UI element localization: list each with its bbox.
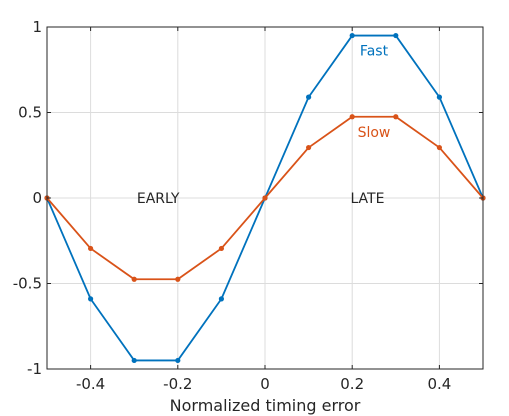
fast-series-label: Fast xyxy=(360,44,389,60)
slow-data-point xyxy=(306,144,312,151)
x-tick-label: 0.4 xyxy=(427,375,451,393)
y-tick-label: -0.5 xyxy=(13,275,42,293)
y-tick-label: -1 xyxy=(27,360,42,378)
ticks xyxy=(47,26,483,370)
early-annotation: EARLY xyxy=(137,191,180,207)
slow-data-point xyxy=(175,276,181,282)
x-tick-label: 0 xyxy=(260,375,270,393)
slow-data-point xyxy=(262,195,268,201)
late-annotation: LATE xyxy=(350,191,384,207)
fast-data-point xyxy=(175,357,181,364)
x-tick-label: -0.2 xyxy=(163,375,192,393)
y-tick-label: 1 xyxy=(32,18,42,36)
slow-data-point xyxy=(218,245,224,252)
fast-data-point xyxy=(349,32,355,39)
x-tick-label: -0.4 xyxy=(76,375,105,393)
annotations: EARLY LATE xyxy=(137,191,385,207)
fast-data-point xyxy=(393,32,399,39)
fast-data-point xyxy=(306,94,312,100)
slow-data-point xyxy=(349,114,355,120)
fast-data-point xyxy=(436,94,442,100)
labels: -0.4 -0.2 0 0.2 0.4 -1 -0.5 0 0.5 1 xyxy=(13,18,452,393)
fast-data-point xyxy=(131,357,137,364)
fast-data-point xyxy=(218,296,224,302)
slow-series-label: Slow xyxy=(358,125,391,141)
slow-data-point xyxy=(131,276,137,282)
x-axis-label: Normalized timing error xyxy=(170,396,361,415)
series-layer: Fast Slow xyxy=(44,32,486,364)
slow-data-point xyxy=(393,114,399,120)
y-tick-label: 0.5 xyxy=(18,104,42,122)
slow-data-point xyxy=(436,144,442,151)
x-tick-label: 0.2 xyxy=(340,375,364,393)
y-tick-label: 0 xyxy=(32,189,42,207)
fast-data-point xyxy=(88,296,94,302)
slow-data-point xyxy=(88,245,94,252)
